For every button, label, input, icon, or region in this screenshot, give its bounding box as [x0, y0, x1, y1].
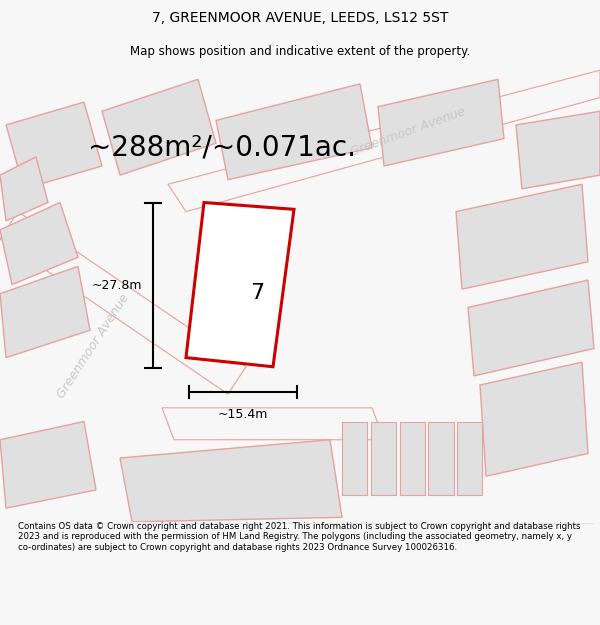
Polygon shape	[0, 212, 246, 394]
Polygon shape	[516, 111, 600, 189]
Polygon shape	[6, 102, 102, 189]
Polygon shape	[186, 202, 294, 367]
Polygon shape	[457, 421, 482, 494]
Text: Greenmoor Avenue: Greenmoor Avenue	[55, 292, 131, 401]
Polygon shape	[378, 79, 504, 166]
Polygon shape	[0, 202, 78, 284]
Polygon shape	[120, 440, 342, 522]
Text: ~15.4m: ~15.4m	[218, 408, 268, 421]
Polygon shape	[428, 421, 454, 494]
Polygon shape	[162, 408, 384, 440]
Polygon shape	[342, 421, 367, 494]
Polygon shape	[480, 362, 588, 476]
Polygon shape	[102, 79, 216, 175]
Polygon shape	[371, 421, 396, 494]
Polygon shape	[168, 70, 600, 212]
Polygon shape	[0, 266, 90, 358]
Text: ~288m²/~0.071ac.: ~288m²/~0.071ac.	[88, 134, 356, 162]
Text: 7, GREENMOOR AVENUE, LEEDS, LS12 5ST: 7, GREENMOOR AVENUE, LEEDS, LS12 5ST	[152, 11, 448, 26]
Text: ~27.8m: ~27.8m	[92, 279, 142, 292]
Text: Greenmoor Avenue: Greenmoor Avenue	[349, 105, 467, 159]
Polygon shape	[456, 184, 588, 289]
Text: 7: 7	[250, 283, 265, 303]
Text: Map shows position and indicative extent of the property.: Map shows position and indicative extent…	[130, 45, 470, 58]
Polygon shape	[216, 84, 372, 180]
Text: Contains OS data © Crown copyright and database right 2021. This information is : Contains OS data © Crown copyright and d…	[18, 522, 581, 552]
Polygon shape	[400, 421, 425, 494]
Polygon shape	[0, 421, 96, 508]
Polygon shape	[0, 157, 48, 221]
Polygon shape	[468, 280, 594, 376]
